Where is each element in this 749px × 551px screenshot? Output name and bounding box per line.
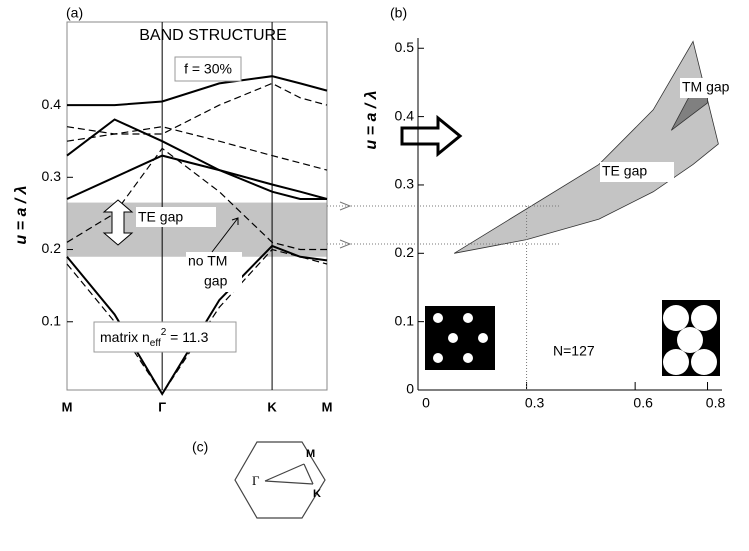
y-tick-label: 0.3 [395, 176, 415, 192]
annotation: f = 30% [184, 61, 232, 77]
gap-region [454, 41, 718, 253]
x-tick-label: 0 [422, 395, 430, 411]
annotation-part: eff [150, 338, 161, 349]
x-tick-label: K [267, 399, 277, 414]
y-tick-label: 0.2 [42, 240, 62, 256]
x-tick-label: 0.3 [525, 395, 545, 411]
y-tick-label: 0.3 [42, 168, 62, 184]
rod-lattice-inset [662, 300, 720, 376]
x-tick-label: 0.8 [706, 395, 726, 411]
point-label: M [306, 448, 315, 460]
annotation-part: = 11.3 [166, 329, 208, 345]
hole-lattice-inset [425, 306, 495, 370]
y-tick-label: 0.4 [42, 96, 62, 112]
point-label: K [313, 488, 321, 500]
series-label: TM gap [682, 79, 730, 95]
annotation-part: matrix n [100, 329, 150, 345]
figure: (c) M Γ K M Γ K M 0.1 0.2 0.3 0.4 (a) BAND STRUCT… [0, 0, 749, 546]
chart-title: BAND STRUCTURE [139, 27, 287, 44]
x-tick-label: 0.6 [633, 395, 653, 411]
x-tick-label: M [62, 399, 73, 414]
y-tick-label: 0.1 [395, 312, 415, 328]
series-label: TE gap [602, 163, 647, 179]
annotation: no TM [188, 253, 227, 269]
x-tick-label: M [322, 399, 333, 414]
panel-label: (c) [192, 439, 208, 455]
panel-label: (a) [66, 5, 83, 21]
y-axis-label: u = a / λ [363, 90, 380, 149]
annotation: gap [204, 273, 228, 289]
y-tick-label: 0 [406, 381, 414, 397]
panel-label: (b) [390, 5, 407, 21]
annotation: TE gap [138, 209, 183, 225]
y-tick-label: 0.4 [395, 107, 415, 123]
big-arrow [402, 118, 460, 154]
y-tick-label: 0.1 [42, 312, 62, 328]
y-tick-label: 0.2 [395, 244, 415, 260]
annotation: N=127 [553, 343, 595, 359]
band-line [67, 156, 327, 199]
point-label: Γ [252, 473, 260, 488]
y-tick-label: 0.5 [395, 39, 415, 55]
y-axis-label: u = a / λ [13, 185, 30, 244]
x-tick-label: Γ [158, 399, 166, 414]
